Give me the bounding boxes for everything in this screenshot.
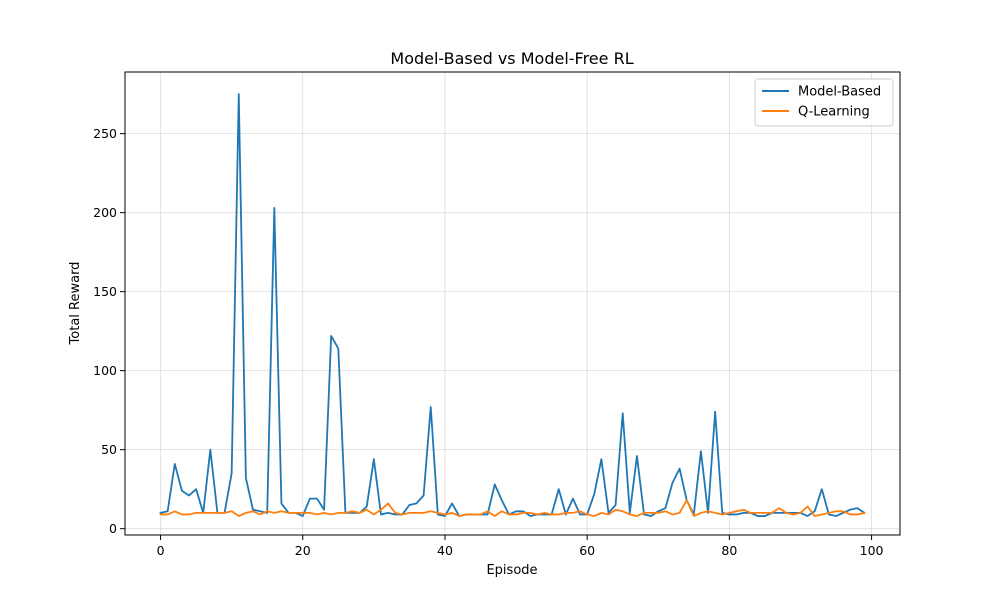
legend: Model-Based Q-Learning bbox=[754, 78, 894, 127]
y-tick-label: 200 bbox=[93, 205, 117, 220]
x-axis-label: Episode bbox=[486, 563, 537, 578]
series-group bbox=[159, 93, 866, 517]
plot-frame bbox=[124, 71, 901, 536]
grid bbox=[125, 72, 900, 535]
legend-box bbox=[754, 78, 894, 127]
y-axis-label: Total Reward bbox=[68, 262, 83, 346]
x-axis: 0 20 40 60 80 100 bbox=[157, 535, 884, 558]
y-tick-label: 250 bbox=[93, 126, 117, 141]
x-tick-label: 0 bbox=[157, 543, 165, 558]
y-tick-label: 100 bbox=[93, 363, 117, 378]
x-tick-label: 100 bbox=[860, 543, 884, 558]
y-tick-label: 150 bbox=[93, 284, 117, 299]
x-tick-label: 40 bbox=[437, 543, 453, 558]
x-tick-label: 80 bbox=[721, 543, 737, 558]
y-tick-label: 50 bbox=[101, 442, 117, 457]
y-tick-label: 0 bbox=[109, 521, 117, 536]
series-line-q-learning bbox=[159, 499, 866, 517]
y-axis: 0 50 100 150 200 250 bbox=[93, 126, 125, 536]
x-tick-label: 20 bbox=[295, 543, 311, 558]
legend-label: Model-Based bbox=[798, 85, 881, 100]
legend-label: Q-Learning bbox=[798, 105, 870, 120]
chart-title: Model-Based vs Model-Free RL bbox=[390, 49, 633, 68]
series-line-model-based bbox=[159, 93, 866, 517]
x-tick-label: 60 bbox=[579, 543, 595, 558]
